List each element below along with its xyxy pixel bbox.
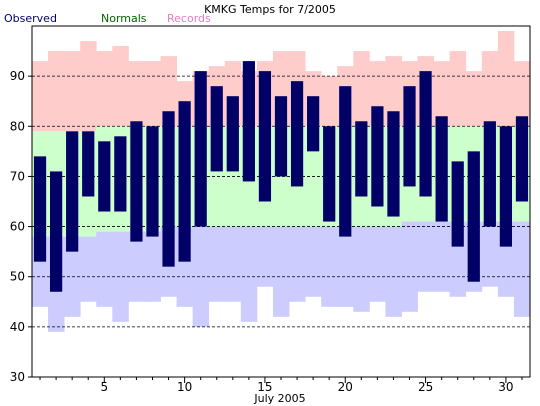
record-low-band xyxy=(417,221,435,292)
x-tick-label: 5 xyxy=(100,380,108,394)
record-low-band xyxy=(240,226,258,322)
record-low-band xyxy=(256,226,274,287)
record-low-band xyxy=(337,226,354,307)
record-low-band xyxy=(144,231,161,302)
observed-bar xyxy=(226,96,239,172)
observed-bar xyxy=(419,71,432,197)
observed-bar xyxy=(339,86,352,237)
record-high-band xyxy=(481,51,499,127)
observed-bar xyxy=(98,141,111,212)
legend-observed: Observed xyxy=(4,12,57,25)
x-tick-label: 15 xyxy=(257,380,272,394)
record-high-band xyxy=(433,61,451,127)
y-tick-label: 90 xyxy=(10,69,25,83)
observed-bar xyxy=(66,131,79,252)
record-high-band xyxy=(465,71,483,127)
record-high-band xyxy=(160,56,177,127)
observed-bar xyxy=(49,171,63,292)
y-tick-label: 50 xyxy=(10,270,25,284)
record-low-band xyxy=(513,221,531,317)
observed-bar xyxy=(178,101,191,262)
x-tick-label: 30 xyxy=(498,380,513,394)
observed-bar xyxy=(403,86,416,187)
observed-bar xyxy=(483,121,496,227)
legend-records: Records xyxy=(167,12,211,25)
observed-bar xyxy=(290,81,304,187)
record-high-band xyxy=(497,31,515,127)
record-high-band xyxy=(144,61,161,127)
y-tick-label: 30 xyxy=(10,370,25,384)
record-high-band xyxy=(112,46,129,127)
record-high-band xyxy=(513,61,531,127)
record-high-band xyxy=(96,51,113,127)
observed-bar xyxy=(146,126,159,237)
observed-bar xyxy=(210,86,223,172)
x-axis-label: July 2005 xyxy=(253,392,305,405)
record-low-band xyxy=(272,226,290,317)
record-low-band xyxy=(385,226,402,317)
y-tick-label: 80 xyxy=(10,119,25,133)
legend-normals: Normals xyxy=(101,12,147,25)
record-high-band xyxy=(321,76,338,127)
x-tick-label: 25 xyxy=(418,380,433,394)
observed-bar xyxy=(194,71,207,227)
record-low-band xyxy=(481,221,499,287)
y-tick-label: 60 xyxy=(10,220,25,234)
observed-bar xyxy=(130,121,143,242)
observed-bar xyxy=(435,116,448,222)
record-low-band xyxy=(96,231,113,307)
record-low-band xyxy=(128,231,145,302)
observed-bar xyxy=(451,161,464,247)
observed-bar xyxy=(274,96,288,177)
observed-bar xyxy=(242,61,255,182)
record-high-band xyxy=(80,41,97,132)
record-high-band xyxy=(128,61,145,127)
y-tick-label: 70 xyxy=(10,169,25,183)
record-low-band xyxy=(401,221,418,312)
observed-bar xyxy=(114,136,127,212)
record-low-band xyxy=(369,226,386,302)
x-tick-label: 10 xyxy=(177,380,192,394)
x-tick-label: 20 xyxy=(338,380,353,394)
record-low-band xyxy=(112,231,129,322)
record-low-band xyxy=(433,221,451,292)
chart-title: KMKG Temps for 7/2005 xyxy=(204,3,336,16)
record-low-band xyxy=(353,226,370,312)
y-tick-label: 40 xyxy=(10,320,25,334)
record-low-band xyxy=(192,226,210,327)
record-high-band xyxy=(64,51,81,132)
observed-bar xyxy=(82,131,95,197)
record-low-band xyxy=(305,226,322,297)
record-high-band xyxy=(449,51,467,127)
record-low-band xyxy=(208,226,226,302)
record-low-band xyxy=(289,226,306,302)
observed-bar xyxy=(371,106,384,207)
observed-bar xyxy=(499,126,513,247)
record-low-band xyxy=(224,226,242,302)
observed-bar xyxy=(387,111,400,217)
observed-bar xyxy=(355,121,368,197)
record-high-band xyxy=(48,51,65,132)
observed-bar xyxy=(515,116,529,202)
observed-bar xyxy=(467,151,480,282)
record-high-band xyxy=(32,61,49,132)
plot-area: 30 40 50 60 70 80 90 5 10 15 20 25 30 xyxy=(10,25,531,394)
record-low-band xyxy=(80,236,97,302)
record-high-band xyxy=(353,51,370,127)
observed-bar xyxy=(162,111,175,267)
record-low-band xyxy=(321,226,338,307)
observed-bar xyxy=(323,126,336,222)
observed-bar xyxy=(33,156,47,262)
observed-bar xyxy=(307,96,320,152)
record-high-band xyxy=(385,56,402,127)
observed-bar xyxy=(258,71,272,202)
